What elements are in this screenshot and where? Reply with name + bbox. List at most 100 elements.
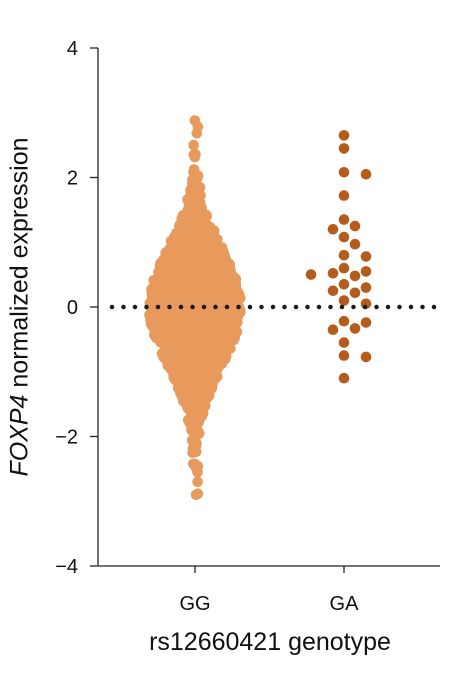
ga-point (338, 315, 350, 327)
gg-point (156, 272, 167, 283)
ga-point (338, 372, 350, 384)
gg-point (198, 308, 209, 319)
gg-point (186, 182, 198, 193)
ga-point (349, 323, 361, 334)
ga-point (327, 324, 339, 336)
gg-point (211, 255, 223, 267)
ga-point (338, 167, 350, 178)
ga-point (338, 231, 350, 243)
axes: −4 −2 0 2 4 GG GA (55, 38, 440, 615)
gg-point (197, 246, 209, 258)
gg-point (188, 445, 200, 457)
x-tick-label-gg: GG (179, 593, 210, 615)
gg-point (197, 377, 209, 389)
gg-point (192, 476, 203, 488)
gg-point (198, 366, 210, 378)
ga-point (338, 279, 350, 290)
ga-point (338, 249, 350, 261)
gg-point (190, 149, 201, 160)
x-axis-title: rs12660421 genotype (149, 628, 391, 656)
gg-point (180, 376, 191, 387)
ga-point (338, 143, 350, 154)
gg-point (176, 213, 187, 224)
gg-point (186, 358, 197, 370)
gg-point (220, 326, 231, 337)
ga-point (338, 295, 350, 306)
gg-point (183, 307, 195, 318)
gg-point (203, 297, 214, 309)
ga-point (338, 337, 350, 348)
ga-point (360, 266, 372, 277)
gg-point (155, 326, 166, 338)
ga-point (360, 169, 372, 180)
gg-point (171, 280, 182, 292)
gg-point (192, 488, 204, 500)
gg-point (201, 210, 213, 222)
ga-point (349, 220, 361, 232)
gg-point (230, 278, 242, 290)
gg-point (188, 139, 199, 151)
ga-point (338, 130, 350, 141)
gg-point (176, 293, 188, 305)
gg-point (206, 245, 217, 257)
gg-point (199, 221, 210, 233)
ga-point (360, 282, 372, 293)
gg-point (223, 258, 234, 270)
gg-point (164, 331, 175, 343)
gg-point (184, 241, 195, 252)
gg-point (218, 337, 229, 348)
ga-point (338, 262, 350, 274)
gg-point (163, 287, 174, 299)
gg-point (190, 333, 201, 344)
gg-point (217, 267, 229, 279)
ga-point (349, 238, 361, 250)
ga-point (338, 190, 350, 201)
y-tick-label: 2 (67, 168, 78, 190)
gg-point (184, 276, 195, 287)
ga-point (305, 269, 317, 280)
y-tick-label: −2 (55, 427, 78, 449)
ga-point (360, 251, 372, 262)
gg-point (153, 314, 164, 325)
gg-point (210, 233, 222, 244)
gg-point (163, 350, 174, 361)
gg-point (153, 287, 165, 299)
x-tick-label-ga: GA (330, 593, 360, 615)
gg-point (194, 230, 206, 241)
gg-point (189, 420, 200, 432)
gg-point (229, 332, 240, 344)
ga-point (327, 224, 339, 235)
y-axis-title-rest: normalized expression (5, 137, 34, 395)
gg-point (175, 227, 186, 239)
gg-point (229, 289, 241, 300)
gg-point (166, 318, 178, 330)
gg-point (206, 351, 218, 363)
ga-point (360, 351, 372, 363)
gg-point (197, 408, 209, 419)
gg-point (191, 128, 203, 139)
y-tick-label: 4 (67, 38, 78, 60)
gg-point (225, 343, 236, 354)
gg-point (194, 264, 206, 275)
gg-point (198, 238, 210, 249)
ga-point (327, 268, 339, 279)
y-tick-label: 0 (67, 297, 78, 319)
gg-point (183, 392, 195, 404)
gg-point (165, 363, 176, 375)
gg-point (186, 406, 198, 418)
gg-point (229, 320, 240, 331)
gg-point (186, 200, 197, 212)
y-tick-label: −4 (55, 556, 78, 578)
gg-point (192, 170, 203, 181)
gg-point (209, 322, 220, 334)
ga-point (349, 270, 361, 282)
gg-point (193, 345, 204, 356)
ga-point (338, 214, 350, 225)
gg-point (209, 277, 221, 289)
gg-point (190, 462, 201, 473)
gg-point (176, 325, 188, 336)
ga-point (360, 317, 372, 328)
gg-point (147, 306, 158, 318)
ga-point (327, 285, 339, 297)
